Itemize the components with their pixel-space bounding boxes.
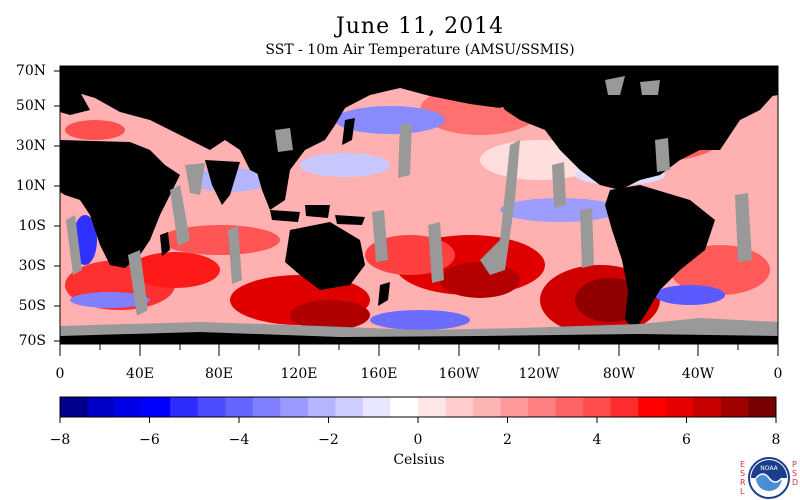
colorbar-segment <box>555 397 584 417</box>
lat-ticks <box>54 70 60 342</box>
lon-label-160w: 160W <box>438 366 480 382</box>
land-masses <box>60 66 778 330</box>
colorbar-segment <box>473 397 502 417</box>
colorbar-segment <box>280 397 309 417</box>
logo-letter: S <box>740 469 746 478</box>
logo-letter: E <box>740 460 746 469</box>
colorbar-label-4: 4 <box>592 432 602 448</box>
colorbar-segment <box>693 397 722 417</box>
colorbar-segment <box>362 397 391 417</box>
colorbar-label-minus6: −6 <box>139 432 160 448</box>
logo-letter: L <box>740 487 745 496</box>
colorbar-segment <box>225 397 254 417</box>
lat-label-30s: 30S <box>18 258 46 274</box>
colorbar <box>59 396 777 423</box>
logo-letter: P <box>792 460 797 469</box>
colorbar-segment <box>748 397 777 417</box>
colorbar-label-minus2: −2 <box>318 432 339 448</box>
colorbar-segment <box>500 397 529 417</box>
colorbar-segment <box>170 397 199 417</box>
lon-label-40w: 40W <box>681 366 715 382</box>
colorbar-segment <box>60 397 89 417</box>
colorbar-label-0: 0 <box>413 432 423 448</box>
colorbar-segment <box>252 397 281 417</box>
logo-letter: R <box>740 478 746 487</box>
colorbar-label-8: 8 <box>771 432 781 448</box>
lat-label-10s: 10S <box>18 218 46 234</box>
lat-label-50s: 50S <box>18 298 46 314</box>
noaa-emblem-icon: NOAA <box>748 457 790 499</box>
colorbar-segment <box>720 397 749 417</box>
colorbar-segment <box>528 397 557 417</box>
noaa-emblem-text: NOAA <box>760 465 778 472</box>
colorbar-label-minus8: −8 <box>49 432 71 448</box>
colorbar-segment <box>418 397 447 417</box>
lon-label-80e: 80E <box>204 366 234 382</box>
colorbar-segment <box>87 397 116 417</box>
colorbar-label-6: 6 <box>682 432 691 448</box>
colorbar-segment <box>583 397 612 417</box>
colorbar-segment <box>307 397 336 417</box>
colorbar-segment <box>610 397 639 417</box>
colorbar-title: Celsius <box>393 452 445 468</box>
lon-label-0-east: 0 <box>773 366 783 382</box>
colorbar-segment <box>665 397 694 417</box>
colorbar-segment <box>142 397 171 417</box>
colorbar-segment <box>335 397 364 417</box>
logo-letter: D <box>792 478 799 487</box>
lon-label-120w: 120W <box>518 366 560 382</box>
logo-letter: S <box>792 469 798 478</box>
lon-label-80w: 80W <box>602 366 636 382</box>
antarctica <box>60 332 778 344</box>
colorbar-label-2: 2 <box>503 432 512 448</box>
map-title: June 11, 2014 <box>335 14 505 39</box>
lat-label-50n: 50N <box>15 98 46 114</box>
map-subtitle: SST - 10m Air Temperature (AMSU/SSMIS) <box>265 42 575 58</box>
colorbar-segment <box>115 397 144 417</box>
lat-label-10n: 10N <box>15 178 46 194</box>
lat-label-70s: 70S <box>18 333 46 349</box>
lon-label-40e: 40E <box>125 366 155 382</box>
lon-ticks <box>59 344 779 356</box>
colorbar-segment <box>197 397 226 417</box>
lon-label-160e: 160E <box>360 366 398 382</box>
lat-label-30n: 30N <box>15 138 46 154</box>
map-field <box>60 66 778 344</box>
lat-label-70n: 70N <box>15 63 46 79</box>
lon-label-0-west: 0 <box>55 366 65 382</box>
colorbar-segment <box>390 397 419 417</box>
colorbar-label-minus4: −4 <box>228 432 250 448</box>
colorbar-segment <box>638 397 667 417</box>
lon-label-120e: 120E <box>280 366 318 382</box>
colorbar-segment <box>445 397 474 417</box>
